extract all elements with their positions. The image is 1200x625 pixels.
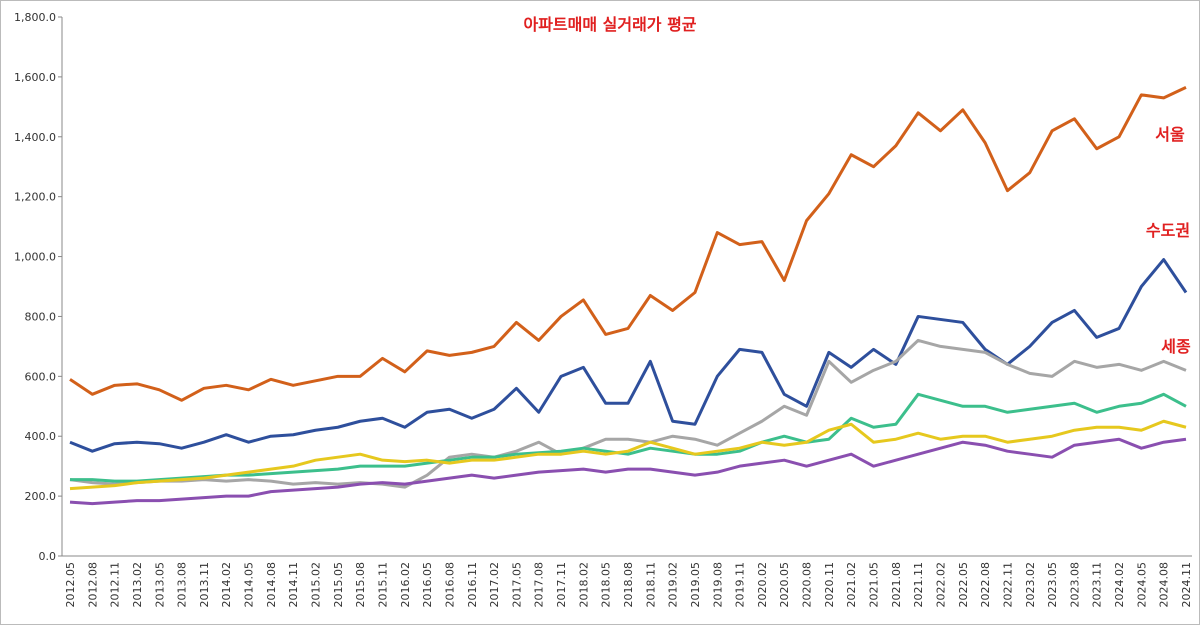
x-tick-label: 2018.08 [622, 562, 635, 608]
x-tick-label: 2024.05 [1135, 562, 1148, 608]
x-tick-label: 2020.05 [778, 562, 791, 608]
series-label: 세종 [1161, 337, 1191, 356]
x-tick-label: 2022.02 [934, 562, 947, 608]
y-tick-label: 200.0 [25, 490, 57, 503]
x-tick-label: 2021.08 [890, 562, 903, 608]
x-tick-label: 2012.11 [109, 562, 122, 608]
x-tick-label: 2020.08 [801, 562, 814, 608]
x-tick-label: 2023.08 [1068, 562, 1081, 608]
chart-title: 아파트매매 실거래가 평균 [523, 15, 696, 34]
y-tick-label: 1,400.0 [14, 131, 56, 144]
series-line [69, 86, 1187, 402]
x-tick-label: 2019.05 [689, 562, 702, 608]
x-tick-label: 2023.05 [1046, 562, 1059, 608]
x-tick-label: 2020.11 [823, 562, 836, 608]
x-tick-label: 2016.05 [421, 562, 434, 608]
x-tick-label: 2021.02 [845, 562, 858, 608]
y-tick-label: 1,000.0 [14, 251, 56, 264]
x-tick-label: 2024.02 [1113, 562, 1126, 608]
x-tick-label: 2022.05 [957, 562, 970, 608]
x-tick-label: 2013.11 [198, 562, 211, 608]
x-tick-label: 2016.02 [399, 562, 412, 608]
x-tick-label: 2023.11 [1091, 562, 1104, 608]
x-tick-label: 2018.11 [644, 562, 657, 608]
series-line [69, 419, 1187, 491]
x-tick-label: 2015.08 [354, 562, 367, 608]
x-tick-label: 2015.11 [376, 562, 389, 608]
x-tick-label: 2024.08 [1158, 562, 1171, 608]
series-line [69, 437, 1187, 506]
y-tick-label: 1,800.0 [14, 11, 56, 24]
x-tick-label: 2013.05 [153, 562, 166, 608]
x-tick-label: 2015.05 [332, 562, 345, 608]
series-line [69, 338, 1187, 489]
x-tick-label: 2018.05 [600, 562, 613, 608]
x-tick-label: 2017.02 [488, 562, 501, 608]
x-tick-label: 2022.08 [979, 562, 992, 608]
x-tick-label: 2019.11 [734, 562, 747, 608]
x-tick-label: 2022.11 [1001, 562, 1014, 608]
x-tick-label: 2016.11 [466, 562, 479, 608]
series-line [70, 392, 1187, 483]
y-tick-label: 400.0 [25, 430, 57, 443]
x-tick-label: 2021.05 [868, 562, 881, 608]
x-tick-label: 2012.05 [64, 562, 77, 608]
x-tick-label: 2017.08 [533, 562, 546, 608]
y-tick-label: 1,600.0 [14, 71, 56, 84]
x-tick-label: 2021.11 [912, 562, 925, 608]
x-tick-label: 2019.02 [667, 562, 680, 608]
x-tick-label: 2019.08 [711, 562, 724, 608]
x-tick-label: 2014.05 [243, 562, 256, 608]
x-tick-label: 2012.08 [86, 562, 99, 608]
y-tick-label: 800.0 [25, 310, 57, 323]
x-tick-label: 2023.02 [1024, 562, 1037, 608]
y-tick-label: 1,200.0 [14, 191, 56, 204]
series-label: 수도권 [1146, 221, 1190, 240]
x-tick-label: 2018.02 [577, 562, 590, 608]
x-tick-label: 2015.02 [310, 562, 323, 608]
series-label: 서울 [1155, 125, 1185, 144]
x-tick-label: 2013.08 [176, 562, 189, 608]
x-tick-label: 2014.02 [220, 562, 233, 608]
y-tick-label: 600.0 [25, 370, 57, 383]
x-tick-label: 2013.02 [131, 562, 144, 608]
x-tick-label: 2014.11 [287, 562, 300, 608]
x-tick-label: 2017.05 [510, 562, 523, 608]
x-tick-label: 2017.11 [555, 562, 568, 608]
x-tick-label: 2024.11 [1180, 562, 1193, 608]
x-tick-label: 2020.02 [756, 562, 769, 608]
x-tick-label: 2014.08 [265, 562, 278, 608]
y-tick-label: 0.0 [39, 550, 57, 563]
x-tick-label: 2016.08 [443, 562, 456, 608]
